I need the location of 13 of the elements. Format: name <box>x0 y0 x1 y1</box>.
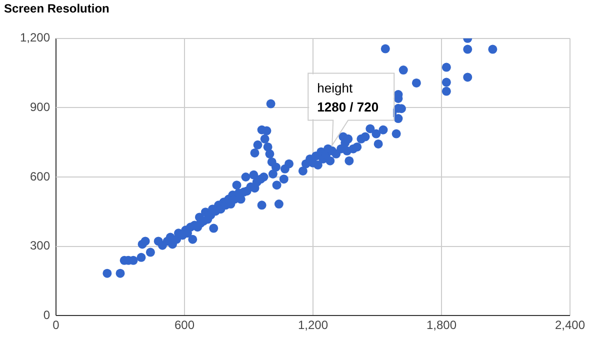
x-tick-label: 1,200 <box>298 318 328 332</box>
y-tick-label: 300 <box>30 238 50 253</box>
x-tick-label: 0 <box>52 318 60 332</box>
annotation: height <box>317 80 353 96</box>
y-tick-label: 600 <box>30 169 50 184</box>
chart-title: Screen Resolution <box>4 2 110 16</box>
annotation: 1280 / 720 <box>317 99 379 114</box>
y-tick-label: 0 <box>43 308 50 322</box>
x-tick-label: 600 <box>174 318 195 332</box>
x-tick-label: 1,800 <box>426 318 457 332</box>
y-tick-label: 900 <box>30 100 50 114</box>
y-tick-label: 1,200 <box>20 30 50 45</box>
x-tick-label: 2,400 <box>554 318 586 332</box>
